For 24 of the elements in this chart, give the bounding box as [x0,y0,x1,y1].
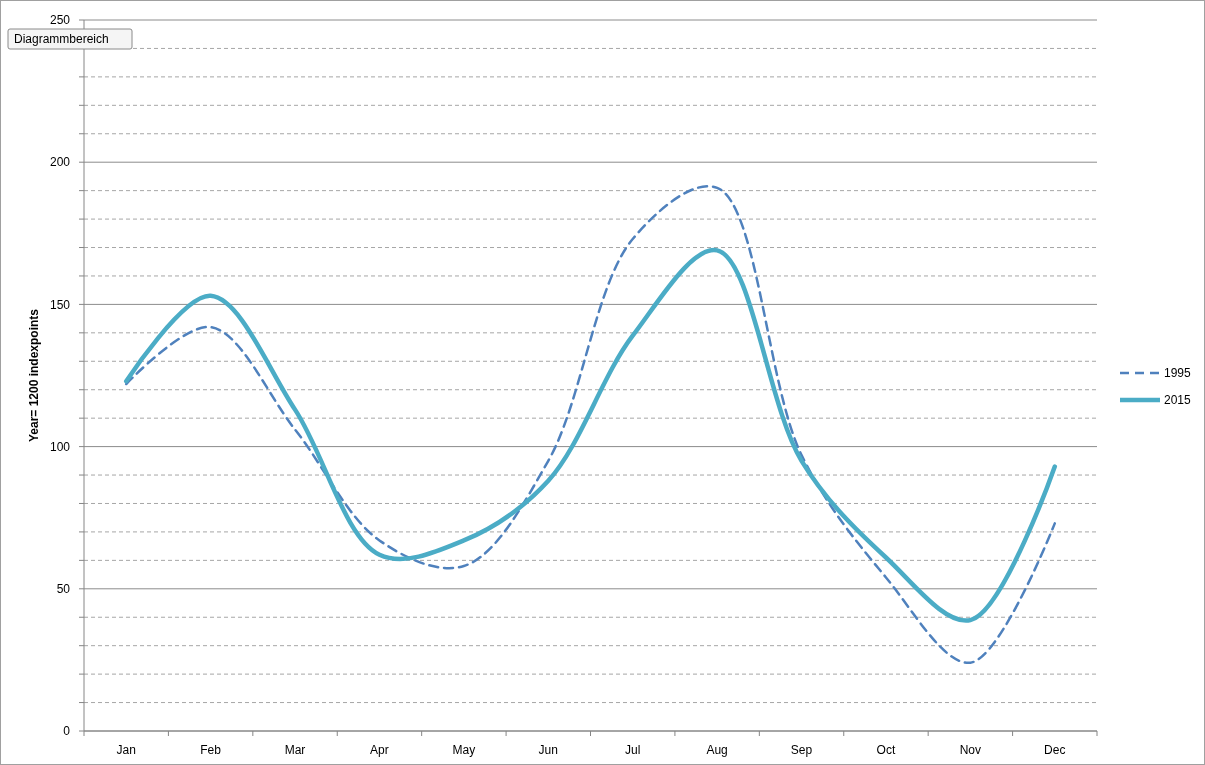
x-tick-label: Jul [625,743,641,757]
x-tick-label: Nov [959,743,982,757]
x-tick-label: Oct [876,743,896,757]
line-series [123,248,1058,623]
x-tick-label: Apr [370,743,389,757]
y-tick-label: 250 [49,13,71,28]
x-tick-label: Mar [284,743,306,757]
x-tick-label: Jan [116,743,136,757]
y-tick-label: 150 [49,297,71,312]
y-tick-label: 200 [49,155,71,170]
legend-label: 1995 [1164,366,1192,381]
x-tick-label: Feb [200,743,222,757]
legend-label: 2015 [1164,393,1192,408]
line-series [124,186,1057,664]
y-tick-label: 0 [63,724,71,739]
x-tick-label: Dec [1044,743,1066,757]
y-tick-label: 50 [56,582,71,596]
annotation: Diagrammbereich [14,32,109,47]
y-tick-label: 100 [49,439,71,454]
x-tick-label: Aug [706,743,728,757]
x-tick-label: Jun [538,743,558,757]
x-tick-label: May [452,743,476,757]
y-axis-title: Year= 1200 indexpoints [27,308,41,443]
x-tick-label: Sep [790,743,813,757]
